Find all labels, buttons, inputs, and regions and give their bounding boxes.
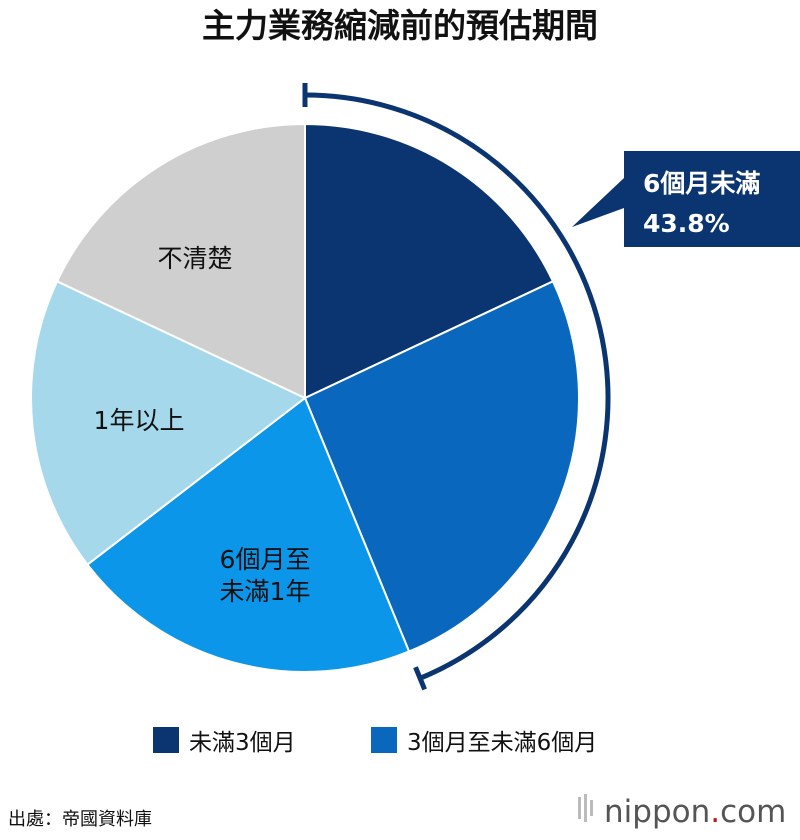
slice-label-4: 不清楚 — [157, 244, 232, 273]
slice-label-3: 1年以上 — [94, 406, 185, 435]
pie-slice-3 — [30, 280, 307, 566]
bracket-end-tick-1 — [413, 666, 427, 691]
slice-labels: 6個月至未滿1年 1年以上 不清楚 — [94, 244, 311, 606]
bracket-arc — [304, 92, 611, 681]
legend-label-under-3-months: 未滿3個月 — [189, 730, 296, 756]
brand-wordmark: nippon.com — [604, 794, 786, 830]
callout-background — [624, 151, 800, 247]
legend: 未滿3個月 3個月至未滿6個月 — [153, 727, 597, 756]
legend-label-3-to-6-months: 3個月至未滿6個月 — [407, 730, 597, 756]
legend-swatch-3-to-6-months — [371, 727, 397, 753]
callout-bracket — [302, 83, 611, 691]
callout-line1: 6個月未滿 — [643, 169, 760, 198]
pie-slices — [30, 122, 580, 673]
brand-mark-icon — [578, 794, 593, 822]
brand-dot: . — [710, 794, 720, 830]
pie-slice-4 — [55, 122, 306, 400]
callout-line2: 43.8% — [643, 209, 730, 238]
callout-box: 6個月未滿 43.8% — [572, 151, 800, 247]
callout-pointer — [572, 178, 624, 227]
pie-slice-0 — [304, 122, 555, 400]
legend-swatch-under-3-months — [153, 727, 179, 753]
brand-logo: nippon.com — [578, 794, 786, 830]
slice-label-2: 6個月至未滿1年 — [220, 545, 311, 606]
chart-title: 主力業務縮減前的預估期間 — [202, 6, 598, 45]
source-note: 出處：帝國資料庫 — [8, 809, 152, 830]
brand-name: nippon — [604, 794, 710, 830]
pie-slice-2 — [86, 396, 411, 673]
pie-slice-1 — [303, 280, 580, 653]
brand-tld: com — [720, 794, 786, 830]
